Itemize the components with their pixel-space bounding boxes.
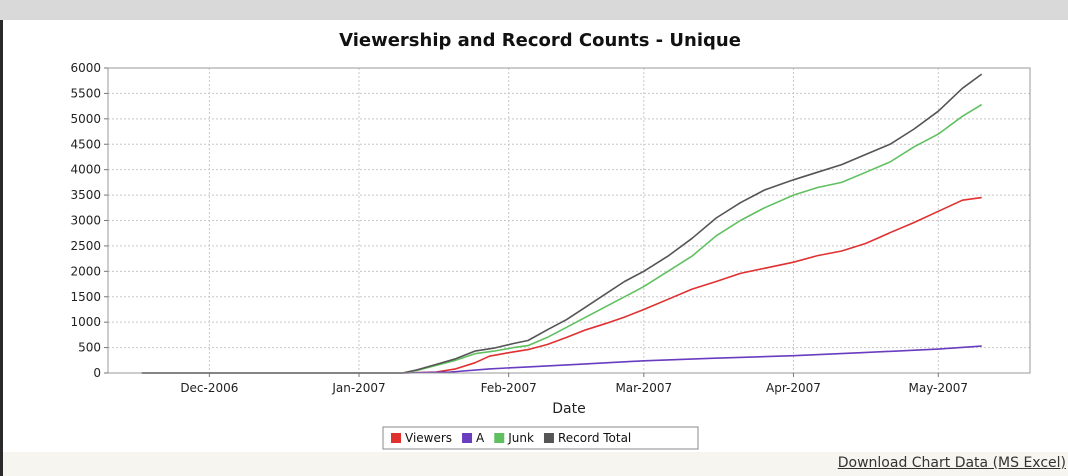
x-tick-label: Feb-2007: [481, 381, 537, 395]
series-line-3: [141, 73, 983, 374]
y-tick-label: 5000: [70, 112, 101, 126]
series-lines: [141, 73, 983, 374]
bottom-band: [3, 452, 1068, 476]
y-tick-label: 4500: [70, 137, 101, 151]
x-tick-label: Apr-2007: [766, 381, 821, 395]
legend-label: A: [476, 431, 485, 445]
legend-swatch: [391, 433, 401, 443]
y-tick-label: 1000: [70, 315, 101, 329]
x-axis-ticks: Dec-2006 Jan-2007 Feb-2007 Mar-2007 Apr-2007…: [180, 373, 968, 395]
y-tick-label: 500: [78, 341, 101, 355]
series-line-0: [141, 196, 982, 374]
legend-swatch: [543, 433, 554, 443]
legend-frame: [382, 426, 699, 450]
x-axis-label: Date: [552, 401, 585, 417]
series-line-1: [141, 345, 982, 374]
grid: [108, 67, 1030, 374]
x-tick-label: Dec-2006: [180, 381, 238, 395]
y-tick-label: 2500: [70, 239, 101, 253]
legend: Viewers A Junk Record Total: [382, 426, 699, 450]
y-tick-label: 4000: [70, 163, 101, 177]
legend-label: Junk: [507, 431, 534, 445]
chart-title: Viewership and Record Counts - Unique: [339, 30, 741, 51]
window-left-edge: [0, 20, 3, 476]
chart: Viewership and Record Counts - Unique 0 5…: [70, 30, 1031, 450]
legend-swatch: [494, 433, 505, 443]
y-axis-ticks: 0 500 1000 1500 2000 2500 3000 3500 4000 4500 5000…: [70, 61, 108, 380]
download-chart-data-link[interactable]: Download Chart Data (MS Excel): [837, 455, 1066, 471]
y-tick-label: 2000: [70, 264, 101, 278]
legend-label: Record Total: [558, 431, 631, 445]
top-band: [0, 0, 1068, 20]
series-line-2: [141, 103, 983, 374]
legend-label: Viewers: [405, 431, 452, 445]
y-tick-label: 1500: [70, 290, 101, 304]
y-tick-label: 6000: [70, 61, 101, 75]
y-tick-label: 5500: [70, 86, 101, 100]
x-tick-label: Jan-2007: [331, 381, 385, 395]
x-tick-label: May-2007: [909, 381, 968, 395]
legend-swatch: [462, 433, 473, 443]
y-tick-label: 3500: [70, 188, 101, 202]
y-tick-label: 3000: [70, 214, 101, 228]
y-tick-label: 0: [93, 366, 101, 380]
x-tick-label: Mar-2007: [615, 381, 672, 395]
